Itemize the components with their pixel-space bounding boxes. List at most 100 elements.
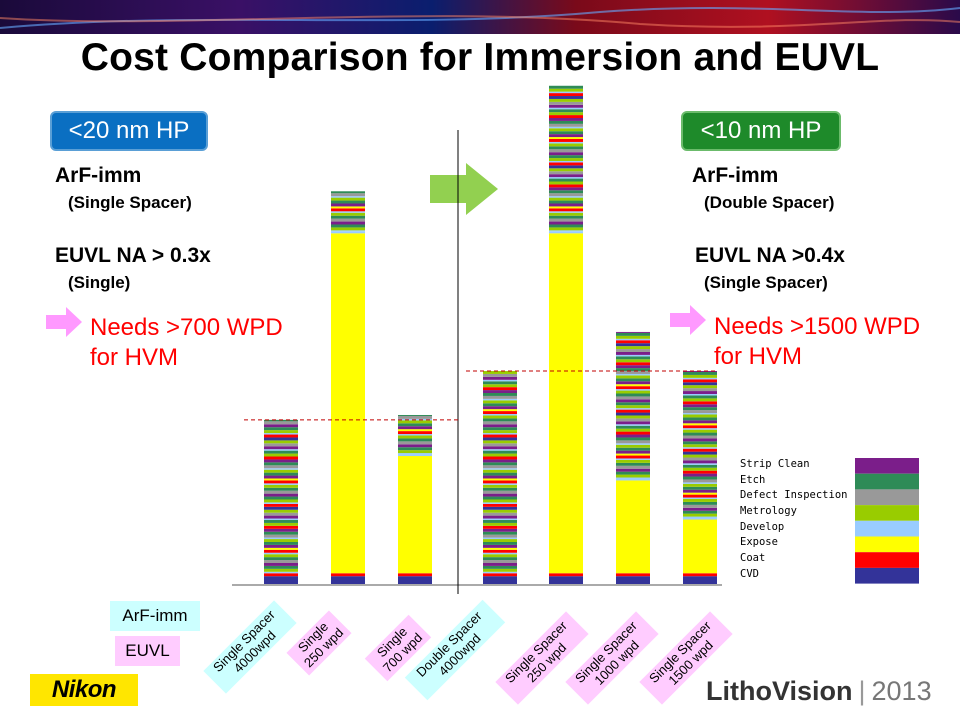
bar-1-segment-strip_clean <box>264 562 298 566</box>
bar-7-segment-cvd <box>683 576 717 584</box>
bar-6-segment-etch <box>616 425 650 429</box>
bar-3-segment-metrology <box>398 450 432 454</box>
bar-1-segment-metrology <box>264 509 298 513</box>
bar-5-segment-develop <box>549 231 583 234</box>
bar-1-segment-etch <box>264 520 298 523</box>
bar-6-segment-etch <box>616 378 650 382</box>
bar-3-segment-etch <box>398 414 432 416</box>
bar-7-segment-develop <box>683 447 717 449</box>
lithovision-year: 2013 <box>871 676 932 706</box>
bar-5-segment-cvd <box>549 576 583 584</box>
bar-4-segment-metrology <box>483 509 517 513</box>
bar-4-segment-develop <box>483 379 517 382</box>
bar-3-segment-expose <box>398 456 432 574</box>
bar-6-segment-coat <box>616 431 650 435</box>
bar-1-segment-coat <box>264 503 298 507</box>
bar-7-segment-metrology <box>683 414 717 418</box>
hp-badge-left: <20 nm HP <box>50 111 208 151</box>
bar-4-segment-coat <box>483 411 517 415</box>
bar-5-segment-metrology <box>549 197 583 201</box>
bar-5-segment-coat <box>549 184 583 188</box>
bar-7-segment-metrology <box>683 374 717 378</box>
bar-7-segment-coat <box>683 470 717 474</box>
bar-6-segment-expose <box>616 480 650 574</box>
bar-6-segment-strip_clean <box>616 434 650 438</box>
left-needs-line2: for HVM <box>90 344 179 371</box>
bar-1-segment-etch <box>264 462 298 466</box>
bar-6-segment-etch <box>616 356 650 360</box>
bar-3-segment-expose <box>398 429 432 432</box>
bar-3-segment-metrology <box>398 435 432 439</box>
bar-5-segment-strip_clean <box>549 152 583 156</box>
bar-1-segment-etch <box>264 557 298 561</box>
hp-badge-right: <10 nm HP <box>681 111 841 151</box>
bar-6-segment-strip_clean <box>616 365 650 369</box>
bar-4-segment-metrology <box>483 415 517 419</box>
bar-1-segment-etch <box>264 487 298 491</box>
bar-5-segment-etch <box>549 131 583 135</box>
bar-6-segment-strip_clean <box>616 450 650 454</box>
bar-4-segment-defect_inspection <box>483 421 517 425</box>
bar-4-segment-etch <box>483 403 517 407</box>
pink-arrow-icon <box>670 305 706 335</box>
bar-6-segment-metrology <box>616 405 650 409</box>
bar-1-segment-cvd <box>264 576 298 584</box>
bar-4-segment-expose <box>483 409 517 412</box>
bar-4-segment-etch <box>483 381 517 385</box>
bar-1-segment-strip_clean <box>264 515 298 519</box>
bar-1-segment-defect_inspection <box>264 421 298 425</box>
bar-6-segment-expose <box>616 453 650 456</box>
bar-7-segment-etch <box>683 432 717 436</box>
bar-7-segment-coat <box>683 379 717 383</box>
header-banner <box>0 0 960 34</box>
bar-7-segment-strip_clean <box>683 507 717 511</box>
nikon-logo: Nikon <box>30 674 138 706</box>
bar-2-segment-expose <box>331 233 365 574</box>
bar-4-segment-develop <box>483 468 517 470</box>
bar-4-segment-coat <box>483 549 517 553</box>
bar-7-segment-metrology <box>683 467 717 471</box>
bar-1-segment-metrology <box>264 554 298 558</box>
bar-7-segment-coat <box>683 494 717 498</box>
bar-7-segment-defect_inspection <box>683 435 717 439</box>
bar-6-segment-develop <box>616 389 650 391</box>
bar-5-segment-develop <box>549 196 583 198</box>
bar-6-segment-etch <box>616 447 650 451</box>
bar-2-segment-metrology <box>331 212 365 216</box>
bar-4-segment-metrology <box>483 453 517 457</box>
bar-4-segment-develop <box>483 518 517 521</box>
bar-4-segment-metrology <box>483 568 517 572</box>
bar-4-segment-coat <box>483 434 517 438</box>
bar-4-segment-coat <box>483 573 517 577</box>
bar-6-segment-metrology <box>616 459 650 463</box>
bar-7-segment-metrology <box>683 483 717 487</box>
bar-1-segment-coat <box>264 480 298 484</box>
bar-7-segment-defect_inspection <box>683 504 717 508</box>
bar-4-segment-metrology <box>483 384 517 388</box>
bar-7-segment-develop <box>683 463 717 465</box>
bar-4-segment-etch <box>483 541 517 545</box>
right-euvl-sub: (Single Spacer) <box>704 273 828 292</box>
bar-5-segment-coat <box>549 208 583 212</box>
bar-5-segment-metrology <box>549 168 583 172</box>
bar-7-segment-etch <box>683 372 717 375</box>
bar-5-segment-defect_inspection <box>549 149 583 153</box>
bar-4-segment-strip_clean <box>483 390 517 394</box>
bar-4-segment-develop <box>483 433 517 435</box>
bar-1-segment-coat <box>264 456 298 460</box>
bar-7-segment-coat <box>683 573 717 577</box>
bar-7-segment-etch <box>683 407 717 411</box>
bar-5-segment-etch <box>549 85 583 89</box>
bar-7-segment-metrology <box>683 429 717 433</box>
bar-1-segment-strip_clean <box>264 446 298 450</box>
bar-4-segment-strip_clean <box>483 544 517 548</box>
bar-4-segment-develop <box>483 483 517 485</box>
bar-1-segment-coat <box>264 549 298 553</box>
bar-7-segment-metrology <box>683 499 717 502</box>
legend-swatch-develop <box>855 520 919 537</box>
lithovision-logo: LithoVision | 2013 <box>706 676 932 706</box>
bar-5-segment-etch <box>549 155 583 159</box>
bar-4-segment-strip_clean <box>483 406 517 410</box>
bar-5-segment-etch <box>549 146 583 150</box>
bar-5-segment-expose <box>549 206 583 209</box>
